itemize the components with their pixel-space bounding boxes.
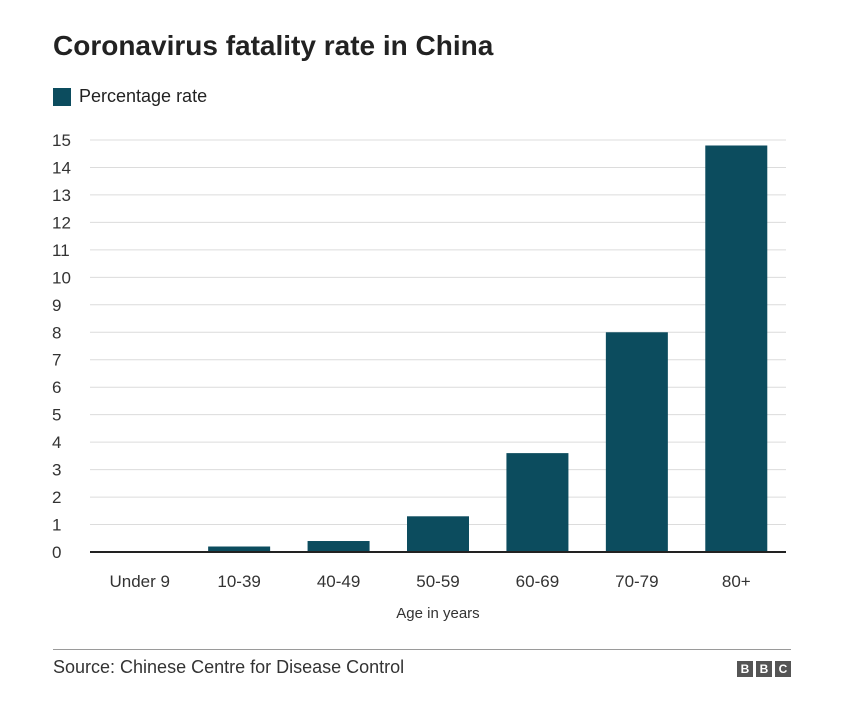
bbc-logo-letter: B xyxy=(756,661,772,677)
x-tick-label: 70-79 xyxy=(615,572,658,591)
y-tick-label: 14 xyxy=(52,158,71,177)
y-tick-label: 0 xyxy=(52,543,61,562)
y-tick-label: 1 xyxy=(52,516,61,535)
y-tick-label: 11 xyxy=(52,241,70,260)
x-tick-label: 50-59 xyxy=(416,572,459,591)
y-tick-label: 8 xyxy=(52,323,61,342)
bbc-logo-letter: B xyxy=(737,661,753,677)
x-tick-label: Under 9 xyxy=(109,572,169,591)
chart-title: Coronavirus fatality rate in China xyxy=(53,30,494,61)
y-tick-label: 12 xyxy=(52,213,71,232)
legend-label: Percentage rate xyxy=(79,86,208,106)
y-tick-label: 13 xyxy=(52,186,71,205)
legend-swatch xyxy=(53,87,71,106)
x-tick-label: 10-39 xyxy=(217,572,260,591)
bbc-logo-letter: C xyxy=(775,661,791,677)
y-tick-label: 2 xyxy=(52,488,61,507)
bbc-logo: B B C xyxy=(737,661,791,677)
y-tick-label: 7 xyxy=(52,351,61,370)
y-tick-label: 10 xyxy=(52,268,71,287)
bar xyxy=(208,546,271,552)
x-tick-label: 80+ xyxy=(722,572,751,591)
y-tick-label: 3 xyxy=(52,461,61,480)
bar xyxy=(407,516,469,552)
y-tick-label: 6 xyxy=(52,378,61,397)
x-tick-label: 40-49 xyxy=(317,572,360,591)
y-tick-label: 15 xyxy=(52,131,71,150)
bar xyxy=(506,453,569,552)
x-tick-label: 60-69 xyxy=(516,572,559,591)
bar xyxy=(605,332,668,552)
source-note: Source: Chinese Centre for Disease Contr… xyxy=(53,657,405,677)
bar xyxy=(705,145,768,552)
x-axis-label: Age in years xyxy=(396,605,479,622)
y-tick-label: 9 xyxy=(52,296,61,315)
bar xyxy=(307,541,370,552)
y-tick-label: 5 xyxy=(52,406,61,425)
y-tick-label: 4 xyxy=(52,433,61,452)
legend: Percentage rate xyxy=(53,86,207,107)
footer-divider xyxy=(53,649,791,650)
